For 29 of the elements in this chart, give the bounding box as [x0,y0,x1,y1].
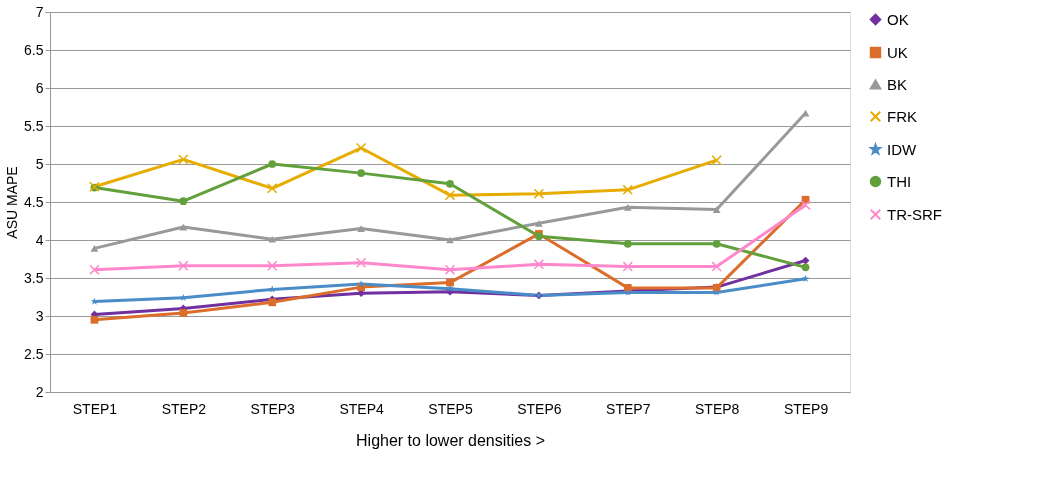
legend-label: OK [887,10,909,28]
x-tick-label: STEP1 [72,400,118,417]
legend-label: FRK [887,107,917,125]
x-tick-label: STEP2 [161,400,207,417]
x-tick-label: STEP8 [694,400,740,417]
legend-label: IDW [887,140,917,158]
y-tick-label: 6 [35,79,44,96]
x-axis-title: Higher to lower densities > [356,431,545,449]
x-tick-label: STEP5 [428,400,473,417]
legend-label: TR-SRF [887,205,942,223]
y-tick-label: 5 [35,155,44,172]
y-tick-label: 3.5 [24,269,44,286]
x-tick-label: STEP4 [339,400,384,417]
y-tick-label: 4 [35,231,44,248]
y-tick-label: 2.5 [24,345,44,362]
legend-label: UK [887,43,908,61]
y-tick-label: 2 [35,383,44,400]
y-tick-label: 4.5 [24,193,44,210]
x-tick-label: STEP9 [783,400,829,417]
legend-label: BK [887,75,908,93]
y-tick-label: 6.5 [24,41,44,58]
x-tick-label: STEP6 [517,400,562,417]
x-tick-label: STEP3 [250,400,296,417]
x-tick-label: STEP7 [606,400,651,417]
y-tick-label: 5.5 [24,117,44,134]
legend-label: THI [887,172,912,190]
y-tick-label: 3 [35,307,44,324]
y-axis-title: ASU MAPE [4,166,21,239]
y-tick-label: 7 [35,3,44,20]
